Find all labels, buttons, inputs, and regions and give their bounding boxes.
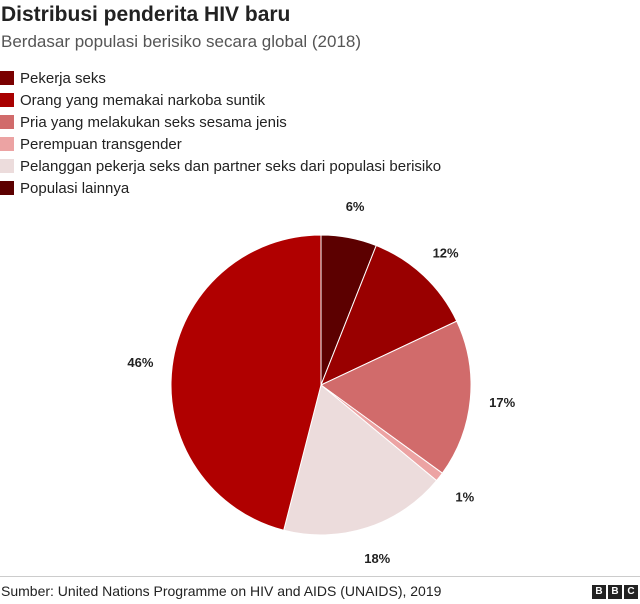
legend-label: Perempuan transgender — [20, 135, 182, 153]
legend-swatch — [0, 71, 14, 85]
legend-swatch — [0, 181, 14, 195]
source-note: Sumber: United Nations Programme on HIV … — [1, 583, 442, 599]
legend-item: Pria yang melakukan seks sesama jenis — [0, 111, 441, 133]
slice-label: 46% — [127, 355, 153, 370]
legend-label: Pria yang melakukan seks sesama jenis — [20, 113, 287, 131]
logo-letter: B — [592, 585, 606, 599]
bbc-logo: B B C — [592, 585, 638, 599]
slice-label: 17% — [489, 395, 515, 410]
slice-label: 6% — [346, 199, 365, 214]
footer-divider — [0, 576, 640, 577]
legend-item: Populasi lainnya — [0, 177, 441, 199]
legend-item: Pelanggan pekerja seks dan partner seks … — [0, 155, 441, 177]
chart-title: Distribusi penderita HIV baru — [1, 3, 291, 26]
pie-slice — [320, 244, 458, 386]
logo-letter: C — [624, 585, 638, 599]
pie-slice — [170, 234, 322, 531]
legend-swatch — [0, 115, 14, 129]
legend-swatch — [0, 159, 14, 173]
legend-swatch — [0, 137, 14, 151]
legend-label: Pekerja seks — [20, 69, 106, 87]
legend-item: Pekerja seks — [0, 67, 441, 89]
legend: Pekerja seks Orang yang memakai narkoba … — [0, 67, 441, 199]
legend-item: Orang yang memakai narkoba suntik — [0, 89, 441, 111]
pie-slice — [283, 384, 438, 536]
legend-label: Orang yang memakai narkoba suntik — [20, 91, 266, 109]
legend-item: Perempuan transgender — [0, 133, 441, 155]
legend-label: Pelanggan pekerja seks dan partner seks … — [20, 157, 442, 175]
logo-letter: B — [608, 585, 622, 599]
legend-label: Populasi lainnya — [20, 179, 130, 197]
pie-slice — [320, 320, 472, 474]
slice-label: 18% — [364, 551, 390, 566]
slice-label: 12% — [433, 245, 459, 260]
chart-subtitle: Berdasar populasi berisiko secara global… — [1, 32, 362, 51]
slice-label: 1% — [455, 490, 474, 505]
legend-swatch — [0, 93, 14, 107]
